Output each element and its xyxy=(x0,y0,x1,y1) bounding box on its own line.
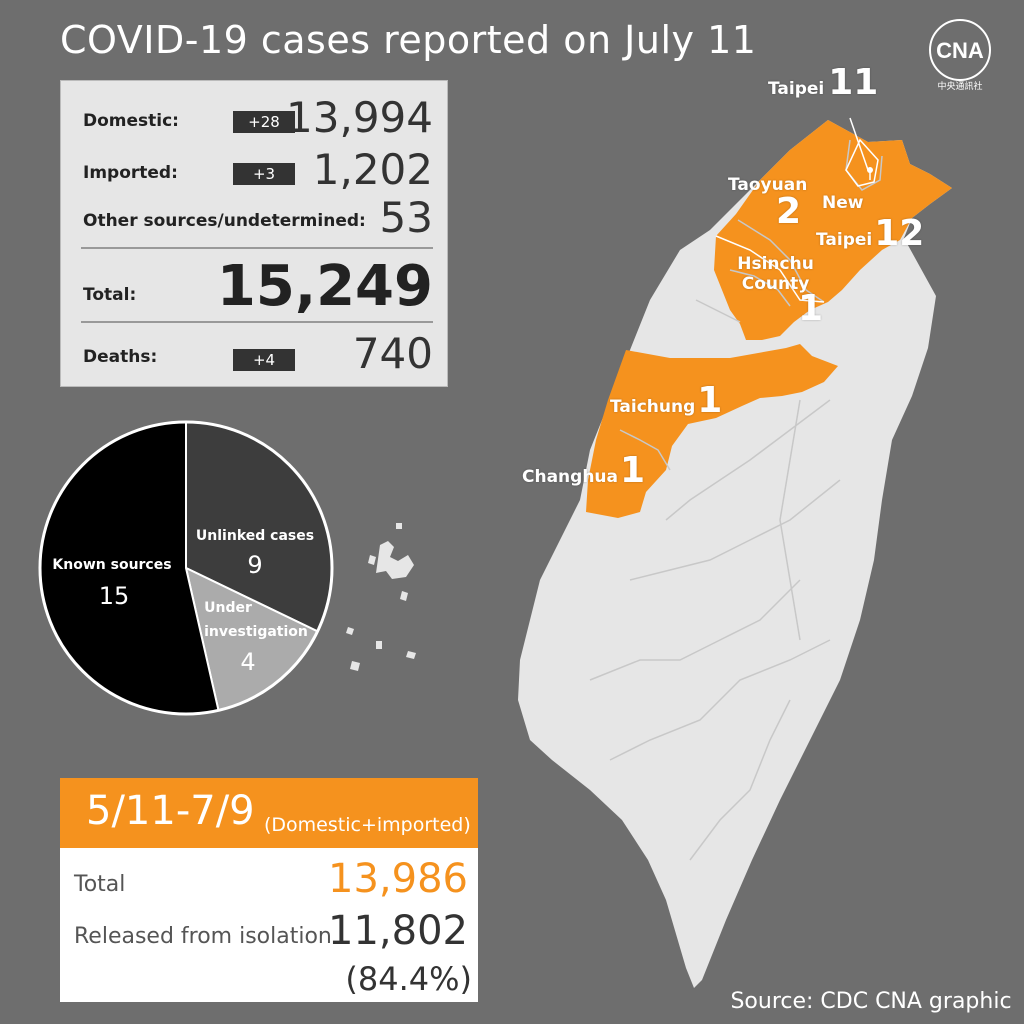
other-row: Other sources/undetermined: 53 xyxy=(83,193,433,243)
new-taipei-name-line1: New xyxy=(822,193,864,213)
taipei-cases: 11 xyxy=(828,62,879,103)
taoyuan-cases: 2 xyxy=(776,191,802,232)
imported-row: Imported: +3 1,202 xyxy=(83,145,433,195)
divider xyxy=(81,321,433,323)
taichung-cases: 1 xyxy=(697,380,723,421)
imported-label: Imported: xyxy=(83,163,178,183)
new-taipei-cases: 12 xyxy=(874,213,925,254)
map-label-changhua: Changhua1 xyxy=(522,450,645,491)
imported-value: 1,202 xyxy=(312,145,433,194)
taoyuan-name: Taoyuan xyxy=(728,175,808,195)
under-investigation-label: Under xyxy=(204,600,252,616)
north-highlight-region xyxy=(714,120,952,340)
released-percent: (84.4%) xyxy=(345,960,472,998)
stats-panel: Domestic: +28 13,994 Imported: +3 1,202 … xyxy=(60,80,448,387)
period-total-value: 13,986 xyxy=(328,856,468,902)
period-summary-header: 5/11-7/9 (Domestic+imported) xyxy=(60,778,478,848)
new-taipei-name-line2: Taipei xyxy=(816,230,873,250)
cna-logo-icon: CNA 中央通訊社 xyxy=(920,14,1000,94)
map-label-taipei: Taipei 11 xyxy=(768,62,878,103)
taiwan-island-base xyxy=(518,120,952,988)
map-label-new-taipei: New Taipei12 xyxy=(816,193,924,254)
changhua-cases: 1 xyxy=(620,450,646,491)
map-label-taichung: Taichung1 xyxy=(610,380,722,421)
released-label: Released from isolation xyxy=(74,924,332,949)
case-source-pie-chart: Known sources 15 Unlinked cases 9 Under … xyxy=(38,420,334,716)
period-note: (Domestic+imported) xyxy=(264,814,471,836)
total-value: 15,249 xyxy=(216,254,433,319)
unlinked-cases-value: 9 xyxy=(247,551,262,579)
hsinchu-cases: 1 xyxy=(798,288,824,329)
released-value: 11,802 xyxy=(328,908,468,954)
domestic-value: 13,994 xyxy=(286,93,433,142)
domestic-change-badge: +28 xyxy=(233,111,295,133)
map-label-hsinchu: Hsinchu County 1 xyxy=(728,254,824,329)
divider xyxy=(81,247,433,249)
hsinchu-name-line2: County xyxy=(741,274,810,294)
logo-text: CNA xyxy=(936,38,984,63)
page-title: COVID-19 cases reported on July 11 xyxy=(60,18,757,62)
unlinked-cases-label: Unlinked cases xyxy=(196,528,314,544)
known-sources-value: 15 xyxy=(99,582,130,610)
other-label: Other sources/undetermined: xyxy=(83,211,366,231)
period-summary-box: 5/11-7/9 (Domestic+imported) Total 13,98… xyxy=(60,778,478,1002)
central-highlight-region xyxy=(586,344,838,518)
changhua-name: Changhua xyxy=(522,467,618,487)
deaths-label: Deaths: xyxy=(83,347,158,367)
other-value: 53 xyxy=(379,193,433,242)
logo-subtext: 中央通訊社 xyxy=(937,80,982,92)
total-label: Total: xyxy=(83,285,137,305)
taiwan-map xyxy=(518,117,952,988)
under-investigation-value: 4 xyxy=(240,648,255,676)
total-row: Total: 15,249 xyxy=(83,253,433,317)
taipei-name: Taipei xyxy=(768,79,825,99)
deaths-row: Deaths: +4 740 xyxy=(83,329,433,379)
known-sources-label: Known sources xyxy=(52,557,171,573)
source-credit: Source: CDC CNA graphic xyxy=(718,982,1024,1024)
hsinchu-name-line1: Hsinchu xyxy=(737,254,814,274)
under-investigation-label-line2: investigation xyxy=(204,624,308,640)
penghu-islands xyxy=(346,523,416,671)
deaths-value: 740 xyxy=(352,329,433,378)
map-label-taoyuan: Taoyuan 2 xyxy=(728,175,808,232)
imported-change-badge: +3 xyxy=(233,163,295,185)
taichung-name: Taichung xyxy=(610,397,696,417)
period-range: 5/11-7/9 xyxy=(86,788,255,834)
domestic-row: Domestic: +28 13,994 xyxy=(83,93,433,143)
period-total-label: Total xyxy=(74,872,126,897)
deaths-change-badge: +4 xyxy=(233,349,295,371)
domestic-label: Domestic: xyxy=(83,111,179,131)
